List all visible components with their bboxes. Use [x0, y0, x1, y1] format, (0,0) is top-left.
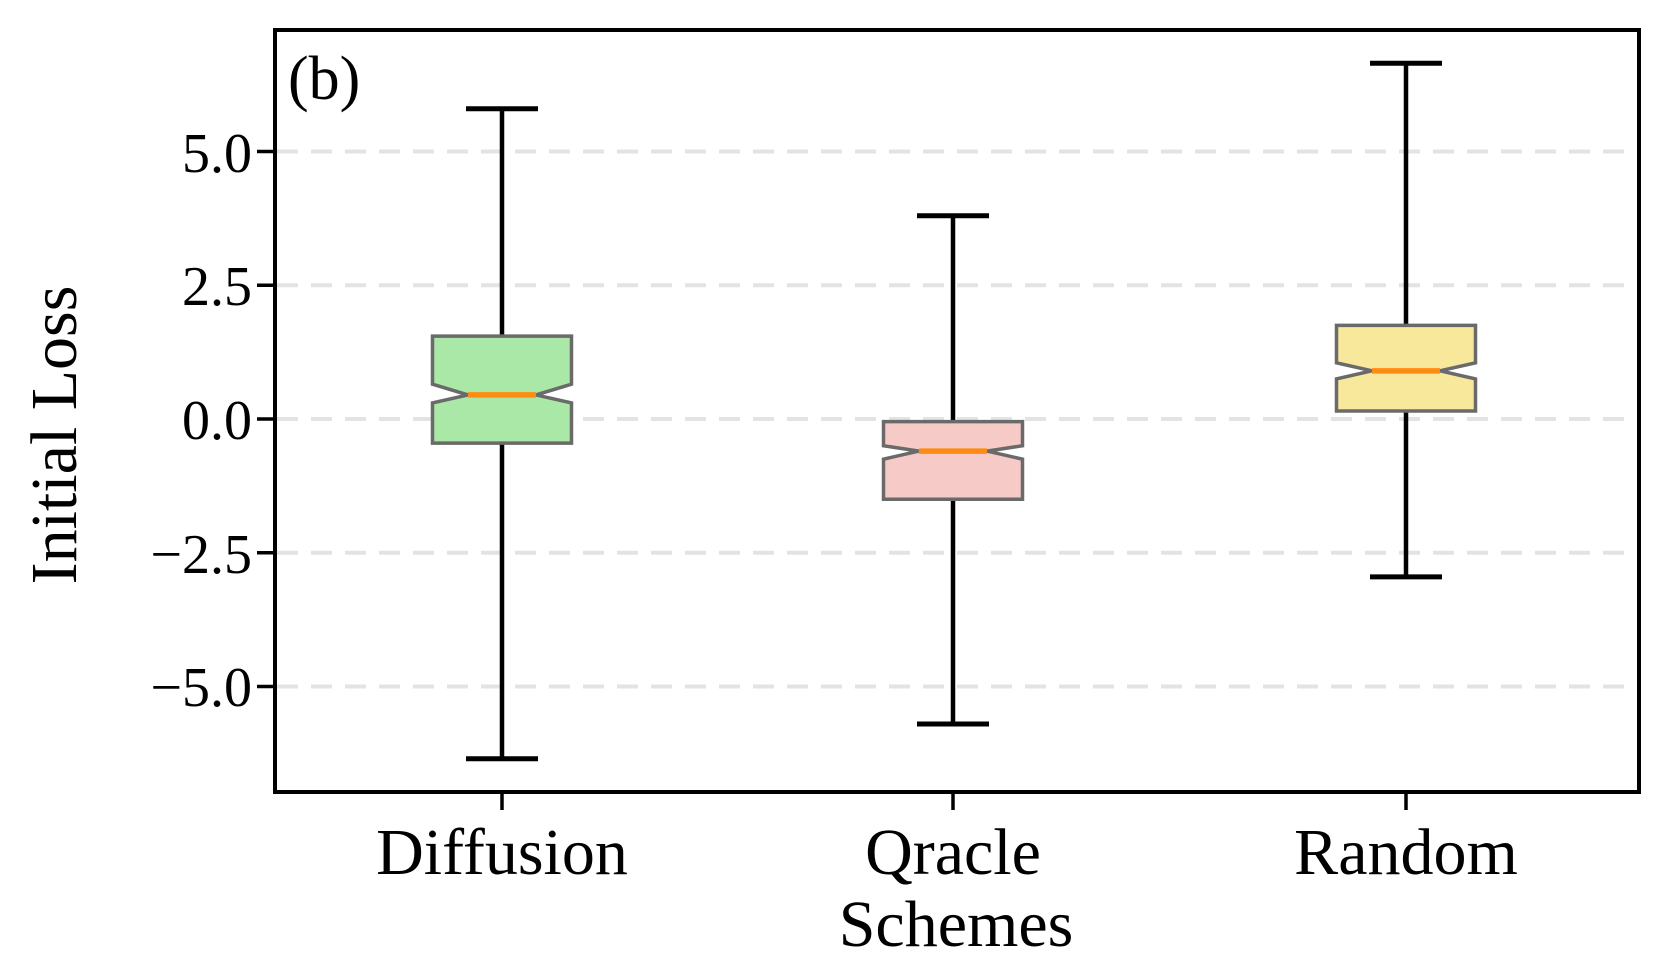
ytick-label-2-5: 2.5: [182, 256, 252, 318]
panel-annotation: (b): [288, 45, 361, 113]
box-qracle: [881, 419, 1025, 501]
ytick-label-neg-2-5: −2.5: [150, 524, 252, 586]
y-axis-title: Initial Loss: [18, 285, 91, 585]
ytick-label-0: 0.0: [182, 390, 252, 452]
xtick-label-random: Random: [1294, 816, 1518, 889]
ytick-label-5: 5.0: [182, 123, 252, 185]
box-diffusion: [430, 334, 574, 445]
x-axis-title: Schemes: [838, 888, 1074, 961]
xtick-label-qracle: Qracle: [865, 816, 1041, 889]
plot-frame: [273, 28, 1641, 794]
ytick-label-neg-5: −5.0: [150, 657, 252, 719]
xtick-label-diffusion: Diffusion: [376, 816, 628, 889]
